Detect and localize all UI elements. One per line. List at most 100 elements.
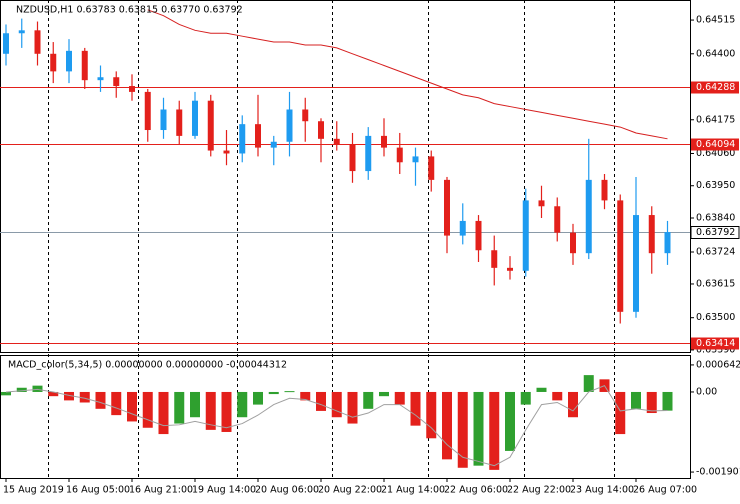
macd-bar <box>457 391 468 468</box>
macd-bar <box>662 391 673 411</box>
macd-bar <box>174 391 185 424</box>
level-box <box>691 337 739 350</box>
x-tick-label: 22 Aug 22:00 <box>507 485 571 496</box>
macd-title: MACD_color(5,34,5) 0.00000000 0.00000000… <box>8 360 287 371</box>
macd-bar <box>48 391 59 397</box>
macd-bar <box>489 391 500 470</box>
candle-body <box>176 109 183 136</box>
macd-panel <box>0 355 691 479</box>
current-price-box <box>690 226 740 239</box>
candle-body <box>255 124 261 148</box>
candle-body <box>66 50 72 72</box>
macd-y-tick-label: 0.00 <box>696 386 717 397</box>
candle-body <box>18 30 25 34</box>
x-tick-label: 26 Aug 07:00 <box>633 485 697 496</box>
candle-body <box>302 109 309 122</box>
x-tick-label: 20 Aug 06:00 <box>255 485 319 496</box>
candle-body <box>570 232 576 254</box>
candle-body <box>97 77 104 81</box>
y-tick-label: 0.63840 <box>696 212 735 223</box>
y-tick-label: 0.63724 <box>696 247 735 258</box>
y-tick-label: 0.64175 <box>696 114 735 125</box>
macd-bar <box>552 391 563 401</box>
x-tick-label: 21 Aug 14:00 <box>381 485 445 496</box>
candle-body <box>412 156 419 163</box>
candle-body <box>617 200 624 312</box>
macd-bar <box>32 385 43 392</box>
candle-body <box>129 86 135 92</box>
macd-bar <box>284 391 295 393</box>
macd-signal <box>5 385 668 467</box>
y-tick-label: 0.64060 <box>696 148 735 159</box>
macd-bar <box>79 391 90 403</box>
candle-body <box>50 53 57 72</box>
macd-bar <box>237 391 248 418</box>
chart-title: NZDUSD,H1 0.63783 0.63815 0.63770 0.6379… <box>16 5 243 16</box>
macd-bar <box>316 391 326 411</box>
y-tick-label: 0.64400 <box>696 48 735 59</box>
candle-body <box>428 156 435 180</box>
macd-bar <box>426 391 437 439</box>
macd-bar <box>300 391 311 401</box>
macd-bar <box>158 391 169 435</box>
candle-body <box>144 91 151 131</box>
macd-bar <box>520 391 531 405</box>
macd-bar <box>568 391 578 418</box>
macd-bar <box>205 391 216 430</box>
candle-body <box>223 150 230 154</box>
candle-body <box>396 147 403 163</box>
macd-bar <box>64 391 74 401</box>
macd-bar <box>442 391 452 460</box>
candle-body <box>459 220 466 236</box>
macd-bar <box>473 391 484 466</box>
level-label: 0.63414 <box>696 338 735 349</box>
y-tick-label: 0.63500 <box>696 312 735 323</box>
macd-bar <box>221 391 232 432</box>
candle-body <box>664 232 671 254</box>
macd-bar <box>268 391 279 395</box>
candle-body <box>648 215 655 254</box>
macd-bar <box>631 391 641 409</box>
macd-bar <box>190 391 200 418</box>
macd-y-tick-label: -0.00190191 <box>696 467 740 478</box>
macd-bar <box>16 387 27 392</box>
macd-bar <box>379 391 389 397</box>
candle-body <box>475 220 482 251</box>
macd-bar <box>111 391 122 416</box>
y-tick-label: 0.64515 <box>696 15 735 26</box>
macd-bar <box>95 391 106 409</box>
candle-body <box>270 141 277 148</box>
macd-bar <box>347 391 358 424</box>
macd-bar <box>363 391 374 409</box>
candle-body <box>207 100 214 151</box>
candle-body <box>491 250 498 268</box>
main-panel <box>0 0 691 353</box>
candle-body <box>160 109 167 131</box>
macd-bar <box>253 391 263 405</box>
candle-body <box>81 50 88 81</box>
macd-bar <box>615 391 626 435</box>
y-tick-label: 0.63950 <box>696 180 735 191</box>
candle-body <box>349 144 356 172</box>
candle-body <box>522 200 529 271</box>
macd-bar <box>142 391 153 428</box>
macd-bar <box>505 391 515 451</box>
candle-body <box>444 179 450 236</box>
candle-body <box>507 267 513 271</box>
x-tick-label: 23 Aug 14:00 <box>570 485 634 496</box>
y-tick-label: 0.63615 <box>696 278 735 289</box>
candle-body <box>318 121 324 139</box>
moving-average <box>147 9 668 140</box>
x-tick-label: 20 Aug 22:00 <box>318 485 382 496</box>
candle-body <box>601 179 608 201</box>
macd-bar <box>331 391 342 418</box>
macd-bar <box>1 391 11 396</box>
candle-body <box>239 124 246 154</box>
macd-y-tick-label: 0.00064212 <box>696 359 740 370</box>
y-tick-label: 0.63390 <box>696 344 735 355</box>
macd-bar <box>410 391 421 426</box>
current-price-label: 0.63792 <box>696 227 735 238</box>
level-box <box>691 138 739 151</box>
candle-body <box>333 138 340 145</box>
